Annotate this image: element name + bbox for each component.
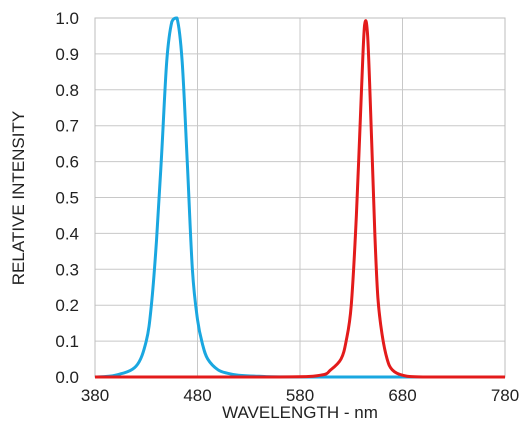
- x-axis-title: WAVELENGTH - nm: [222, 403, 378, 422]
- x-tick-label: 680: [388, 386, 416, 405]
- x-tick-label: 380: [81, 386, 109, 405]
- y-tick-label: 0.6: [55, 153, 79, 172]
- grid: [94, 17, 506, 378]
- y-tick-label: 0.5: [55, 189, 79, 208]
- y-tick-label: 0.3: [55, 260, 79, 279]
- y-tick-label: 0.8: [55, 81, 79, 100]
- y-tick-label: 0.0: [55, 368, 79, 387]
- y-axis-title: RELATIVE INTENSITY: [9, 111, 28, 285]
- y-axis-ticks: 0.0 0.1 0.2 0.3 0.4 0.5 0.6 0.7 0.8 0.9 1.0: [55, 9, 79, 387]
- x-tick-label: 780: [491, 386, 519, 405]
- y-tick-label: 1.0: [55, 9, 79, 28]
- series-line-0: [94, 16, 505, 379]
- x-axis-ticks: 380 480 580 680 780: [81, 386, 519, 405]
- series-layer: [94, 16, 505, 379]
- y-tick-label: 0.2: [55, 296, 79, 315]
- y-tick-label: 0.9: [55, 45, 79, 64]
- x-tick-label: 480: [183, 386, 211, 405]
- y-tick-label: 0.7: [55, 117, 79, 136]
- x-tick-label: 580: [286, 386, 314, 405]
- y-tick-label: 0.4: [55, 224, 79, 243]
- series-line-1: [95, 19, 505, 379]
- y-tick-label: 0.1: [55, 332, 79, 351]
